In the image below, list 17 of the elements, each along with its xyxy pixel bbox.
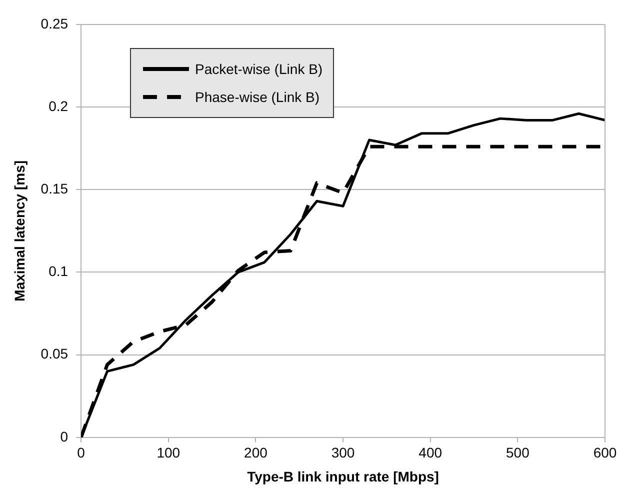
x-tick-label: 0: [77, 444, 86, 461]
y-tick-label: 0.1: [48, 263, 68, 280]
legend-label: Phase-wise (Link B): [195, 88, 320, 107]
legend-label: Packet-wise (Link B): [195, 60, 323, 79]
x-tick-label: 400: [418, 444, 442, 461]
x-tick-label: 500: [506, 444, 530, 461]
y-tick-label: 0.25: [40, 15, 68, 32]
x-tick-label: 300: [331, 444, 355, 461]
x-tick-label: 200: [244, 444, 268, 461]
y-tick-label: 0: [60, 428, 68, 444]
y-tick-label: 0.2: [48, 98, 68, 114]
y-tick-label: 0.15: [40, 180, 68, 196]
y-tick-label: 0.05: [40, 346, 68, 362]
x-tick-label: 100: [156, 444, 180, 461]
x-axis-title: Type-B link input rate [Mbps]: [247, 468, 439, 484]
x-tick-label: 600: [593, 444, 617, 461]
y-axis-title: Maximal latency [ms]: [11, 160, 28, 302]
